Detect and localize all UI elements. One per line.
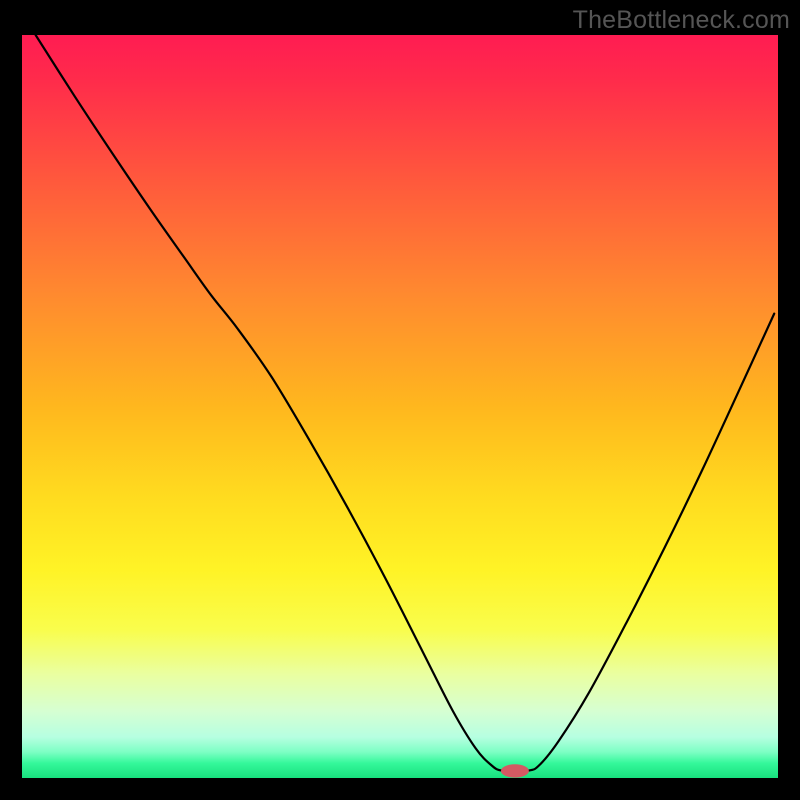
chart-frame: TheBottleneck.com	[0, 0, 800, 800]
watermark-text: TheBottleneck.com	[573, 6, 790, 35]
optimal-marker	[501, 764, 529, 777]
plot-area	[22, 35, 778, 778]
gradient-background	[22, 35, 778, 778]
gradient-chart-svg	[22, 35, 778, 778]
